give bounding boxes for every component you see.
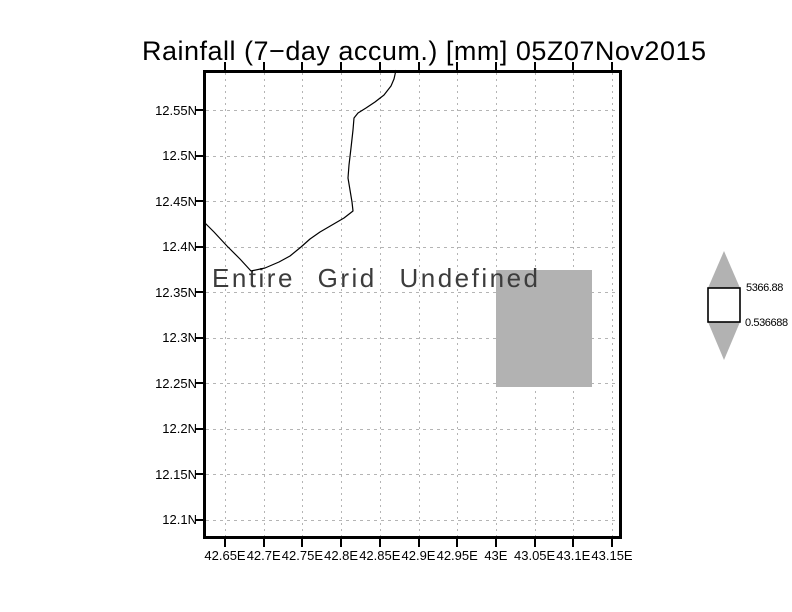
- colorbar-min-label: 0.536688: [745, 317, 788, 329]
- lon-tick-bottom: [533, 539, 536, 547]
- colorbar-box: [707, 287, 741, 323]
- lon-tick-bottom: [301, 539, 304, 547]
- lat-tick-left: [195, 382, 203, 384]
- lon-tick-label: 43.1E: [556, 548, 591, 563]
- lon-gridline: [341, 73, 343, 536]
- lat-tick-left: [195, 336, 203, 339]
- lon-tick-bottom: [456, 539, 459, 547]
- lat-tick-left: [195, 518, 203, 521]
- lon-tick-top: [340, 62, 343, 70]
- lon-tick-top: [611, 62, 613, 70]
- lat-gridline: [206, 337, 619, 339]
- lon-tick-top: [378, 62, 381, 70]
- lon-tick-bottom: [224, 539, 226, 547]
- lon-tick-label: 43E: [484, 548, 508, 563]
- lon-tick-top: [301, 62, 304, 70]
- lon-tick-top: [494, 62, 497, 70]
- colorbar-up-arrow-icon: [708, 251, 740, 288]
- lon-tick-label: 42.65E: [204, 548, 246, 563]
- lat-tick-left: [195, 427, 203, 430]
- colorbar: [707, 251, 741, 360]
- lat-gridline: [206, 292, 619, 293]
- lon-tick-label: 42.9E: [401, 548, 436, 563]
- lon-tick-label: 43.15E: [591, 548, 633, 563]
- lat-tick-label: 12.1N: [162, 512, 197, 527]
- lon-gridline: [225, 73, 226, 536]
- lat-tick-label: 12.15N: [155, 466, 197, 482]
- lat-tick-label: 12.2N: [162, 421, 197, 436]
- lat-tick-label: 12.45N: [155, 193, 197, 209]
- lon-tick-label: 42.75E: [281, 548, 323, 563]
- lon-tick-top: [262, 62, 265, 70]
- lon-tick-top: [417, 62, 420, 70]
- lon-tick-bottom: [611, 539, 613, 547]
- lat-gridline: [206, 110, 619, 111]
- lon-tick-label: 42.95E: [436, 548, 478, 563]
- lat-gridline: [206, 246, 619, 248]
- lat-tick-left: [195, 200, 203, 202]
- colorbar-max-label: 5366.88: [746, 282, 783, 294]
- lon-tick-label: 43.05E: [513, 548, 556, 563]
- lat-gridline: [206, 201, 619, 202]
- lat-tick-label: 12.5N: [162, 148, 197, 163]
- lon-gridline: [457, 73, 459, 536]
- lat-tick-left: [195, 473, 203, 475]
- plot-frame: [203, 70, 622, 539]
- lon-tick-bottom: [378, 539, 381, 547]
- plot-title: Rainfall (7−day accum.) [mm] 05Z07Nov201…: [142, 36, 707, 66]
- colorbar-down-arrow-icon: [708, 322, 740, 360]
- lat-tick-label: 12.4N: [162, 239, 197, 254]
- lat-gridline: [206, 428, 619, 430]
- lon-gridline: [612, 73, 613, 536]
- lat-gridline: [206, 383, 619, 384]
- lon-tick-bottom: [494, 539, 497, 547]
- lon-tick-top: [572, 62, 575, 70]
- lat-tick-left: [195, 245, 203, 248]
- lat-tick-left: [195, 154, 203, 157]
- lat-tick-label: 12.25N: [155, 375, 197, 391]
- lat-gridline: [206, 155, 619, 157]
- lon-tick-top: [456, 62, 459, 70]
- lon-tick-top: [224, 62, 226, 70]
- undefined-notice: Entire Grid Undefined: [212, 263, 541, 293]
- lat-tick-label: 12.35N: [155, 284, 197, 300]
- lon-tick-bottom: [262, 539, 265, 547]
- lat-tick-label: 12.55N: [155, 102, 197, 118]
- lat-gridline: [206, 474, 619, 475]
- lat-tick-label: 12.3N: [162, 330, 197, 345]
- lon-tick-bottom: [340, 539, 343, 547]
- lon-tick-bottom: [417, 539, 420, 547]
- lon-tick-bottom: [572, 539, 575, 547]
- lon-tick-label: 42.8E: [324, 548, 359, 563]
- lon-tick-label: 42.85E: [359, 548, 401, 563]
- lat-tick-left: [195, 109, 203, 111]
- lat-tick-left: [195, 291, 203, 293]
- lon-tick-label: 42.7E: [246, 548, 281, 563]
- shaded-grid-cell: [496, 270, 592, 387]
- lat-gridline: [206, 519, 619, 521]
- lon-tick-top: [533, 62, 536, 70]
- lon-gridline: [302, 73, 304, 536]
- lon-gridline: [263, 73, 265, 536]
- lon-gridline: [379, 73, 381, 536]
- lon-gridline: [418, 73, 420, 536]
